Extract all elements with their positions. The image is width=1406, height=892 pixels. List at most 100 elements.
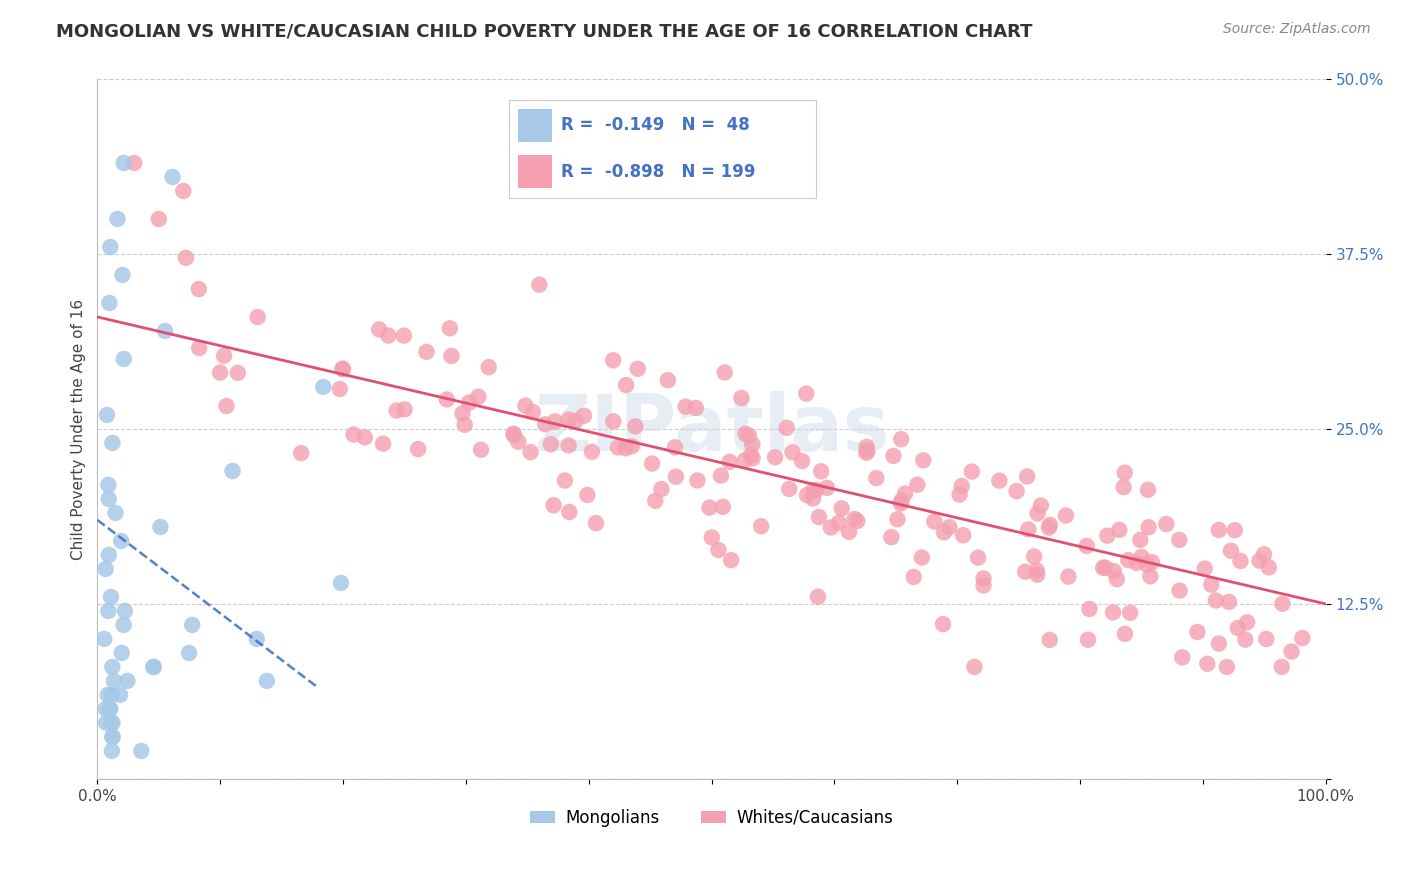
- Point: [1116, 553, 1139, 567]
- Point: [912, 453, 935, 467]
- Point: [973, 572, 995, 586]
- Point: [686, 474, 709, 488]
- Point: [1017, 523, 1039, 537]
- Point: [585, 516, 607, 530]
- Point: [749, 519, 772, 533]
- Point: [101, 660, 124, 674]
- Point: [1054, 508, 1077, 523]
- Point: [1256, 632, 1278, 646]
- Point: [97, 604, 120, 618]
- Point: [815, 481, 838, 495]
- Point: [1130, 549, 1153, 564]
- Point: [117, 673, 139, 688]
- Point: [1236, 615, 1258, 630]
- Point: [627, 361, 650, 376]
- Point: [112, 156, 135, 170]
- Point: [804, 483, 827, 497]
- Point: [107, 211, 129, 226]
- Point: [97, 478, 120, 492]
- Point: [1125, 556, 1147, 570]
- Point: [855, 446, 877, 460]
- Text: Source: ZipAtlas.com: Source: ZipAtlas.com: [1223, 22, 1371, 37]
- Point: [101, 436, 124, 450]
- Point: [111, 268, 134, 282]
- Point: [1136, 483, 1159, 497]
- Point: [614, 378, 637, 392]
- Point: [1139, 569, 1161, 583]
- Point: [1039, 518, 1062, 533]
- Point: [1223, 523, 1246, 537]
- Point: [458, 395, 481, 409]
- Point: [554, 474, 576, 488]
- Point: [1022, 549, 1045, 564]
- Point: [711, 500, 734, 514]
- Point: [148, 211, 170, 226]
- Point: [1119, 606, 1142, 620]
- Point: [576, 488, 599, 502]
- Point: [101, 730, 124, 744]
- Point: [1108, 523, 1130, 537]
- Point: [886, 512, 908, 526]
- Point: [581, 444, 603, 458]
- Point: [122, 156, 145, 170]
- Point: [831, 501, 853, 516]
- Point: [838, 524, 860, 539]
- Point: [1257, 560, 1279, 574]
- Point: [540, 437, 562, 451]
- Point: [108, 688, 131, 702]
- Point: [221, 464, 243, 478]
- Point: [602, 414, 624, 428]
- Point: [557, 438, 579, 452]
- Point: [522, 405, 544, 419]
- Point: [98, 296, 121, 310]
- Point: [110, 533, 132, 548]
- Point: [890, 432, 912, 446]
- Point: [162, 169, 184, 184]
- Point: [763, 450, 786, 465]
- Point: [741, 451, 763, 466]
- Point: [665, 469, 688, 483]
- Point: [534, 417, 557, 432]
- Point: [713, 366, 735, 380]
- Point: [1168, 533, 1191, 547]
- Point: [950, 479, 973, 493]
- Point: [104, 506, 127, 520]
- Point: [1208, 523, 1230, 537]
- Point: [188, 341, 211, 355]
- Point: [502, 428, 524, 442]
- Point: [98, 702, 121, 716]
- Point: [502, 426, 524, 441]
- Point: [103, 673, 125, 688]
- Point: [952, 528, 974, 542]
- Point: [96, 715, 118, 730]
- Point: [1076, 539, 1098, 553]
- Point: [1136, 558, 1159, 572]
- Point: [973, 578, 995, 592]
- Point: [1017, 469, 1039, 483]
- Point: [256, 673, 278, 688]
- Point: [730, 391, 752, 405]
- Point: [794, 386, 817, 401]
- Point: [650, 482, 672, 496]
- Point: [353, 430, 375, 444]
- Point: [1039, 632, 1062, 647]
- Point: [543, 498, 565, 512]
- Point: [856, 444, 879, 458]
- Point: [172, 184, 194, 198]
- Point: [938, 520, 960, 534]
- Point: [855, 440, 877, 454]
- Point: [740, 448, 762, 462]
- Point: [1234, 632, 1257, 647]
- Point: [624, 419, 647, 434]
- Point: [100, 590, 122, 604]
- Point: [371, 436, 394, 450]
- Point: [1026, 507, 1049, 521]
- Point: [1112, 480, 1135, 494]
- Point: [1097, 529, 1119, 543]
- Point: [209, 366, 232, 380]
- Point: [111, 646, 134, 660]
- Point: [738, 429, 761, 443]
- Point: [720, 553, 742, 567]
- Point: [734, 426, 756, 441]
- Point: [290, 446, 312, 460]
